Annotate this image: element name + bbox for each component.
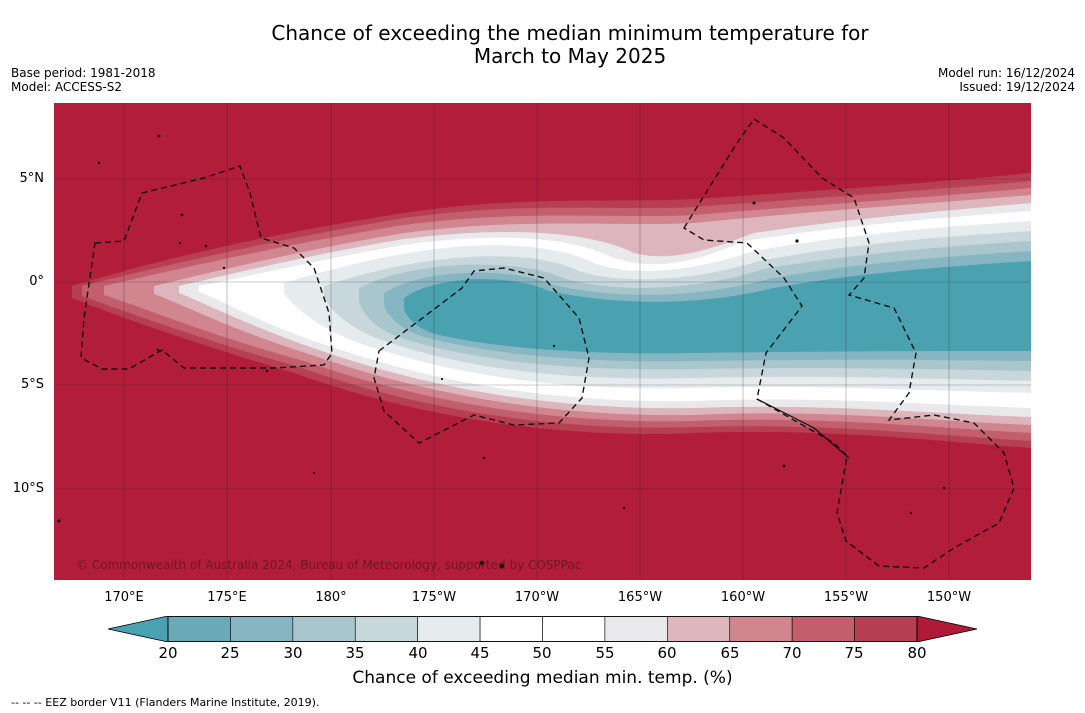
colorbar-tick: 55 [595,644,615,662]
islands [57,134,946,569]
eez-borders [80,118,1015,569]
band-20 [404,261,1031,354]
lon-label-165w: 165°W [617,590,663,605]
colorbar-tick: 30 [283,644,303,662]
colorbar-tick: 45 [470,644,490,662]
colorbar-cell [542,616,606,642]
colorbar-cell [604,616,668,642]
map-title: Chance of exceeding the median minimum t… [0,22,1085,68]
colorbar-tick: 75 [844,644,864,662]
coastline-boundary [756,398,850,459]
colorbar-above-arrow [916,616,978,642]
colorbar-tick: 20 [158,644,178,662]
issued-date: Issued: 19/12/2024 [959,80,1075,94]
lon-label-160w: 160°W [720,590,766,605]
map-field [54,103,1031,580]
meta-left: Base period: 1981-2018 Model: ACCESS-S2 [11,66,156,94]
colorbar-cell [667,616,731,642]
colorbar-cell [230,616,294,642]
colorbar-tick: 40 [408,644,428,662]
model-run: Model run: 16/12/2024 [937,66,1075,80]
colorbar-cell [417,616,481,642]
lat-label-0: 0° [29,274,44,289]
colorbar-cell [854,616,918,642]
meta-right: Model run: 16/12/2024 Issued: 19/12/2024 [938,66,1075,94]
lat-label-5n: 5°N [19,171,45,186]
lon-label-155w: 155°W [823,590,869,605]
title-line-2: March to May 2025 [473,44,667,68]
base-period: Base period: 1981-2018 [11,66,156,80]
lon-label-170e: 170°E [104,590,144,605]
eez-tokelau-north [373,267,590,444]
colorbar-tick: 60 [657,644,677,662]
lon-label-180: 180° [315,590,347,605]
colorbar-tick: 50 [532,644,552,662]
colorbar-tick: 80 [907,644,927,662]
colorbar-cell [354,616,418,642]
eez-kiribati-line [683,118,1015,569]
model-name: Model: ACCESS-S2 [11,80,123,94]
probability-map: © Commonwealth of Australia 2024, Bureau… [54,103,1031,580]
lon-label-175e: 175°E [207,590,247,605]
colorbar-cell [479,616,543,642]
colorbar-cell [292,616,356,642]
lon-label-150w: 150°W [926,590,972,605]
copyright-notice: © Commonwealth of Australia 2024, Bureau… [76,558,582,572]
colorbar-title: Chance of exceeding median min. temp. (%… [352,668,733,688]
colorbar-tick: 35 [345,644,365,662]
colorbar-below-arrow [108,616,169,642]
colorbar-tick: 65 [720,644,740,662]
eez-tuvalu [80,165,333,370]
colorbar-cell [167,616,231,642]
lat-label-10s: 10°S [12,481,44,496]
colorbar-cells [167,616,918,642]
eez-legend-note: -- -- -- EEZ border V11 (Flanders Marine… [11,696,320,709]
lon-label-170w: 170°W [514,590,560,605]
colorbar-tick: 25 [220,644,240,662]
lon-label-175w: 175°W [411,590,457,605]
title-line-1: Chance of exceeding the median minimum t… [271,21,869,45]
colorbar-tick: 70 [782,644,802,662]
colorbar [108,616,978,642]
colorbar-cell [729,616,793,642]
lat-label-5s: 5°S [20,377,44,392]
colorbar-cell [791,616,855,642]
